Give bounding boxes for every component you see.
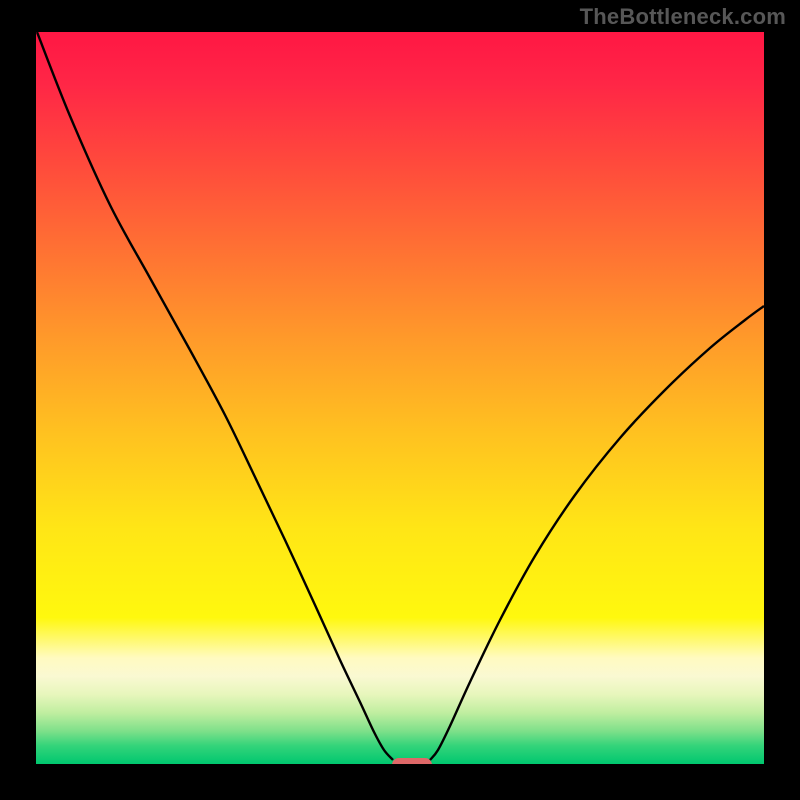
plot-gradient-background (36, 32, 764, 764)
chart-canvas: TheBottleneck.com (0, 0, 800, 800)
watermark-text: TheBottleneck.com (580, 4, 786, 30)
bottleneck-chart-svg (0, 0, 800, 800)
